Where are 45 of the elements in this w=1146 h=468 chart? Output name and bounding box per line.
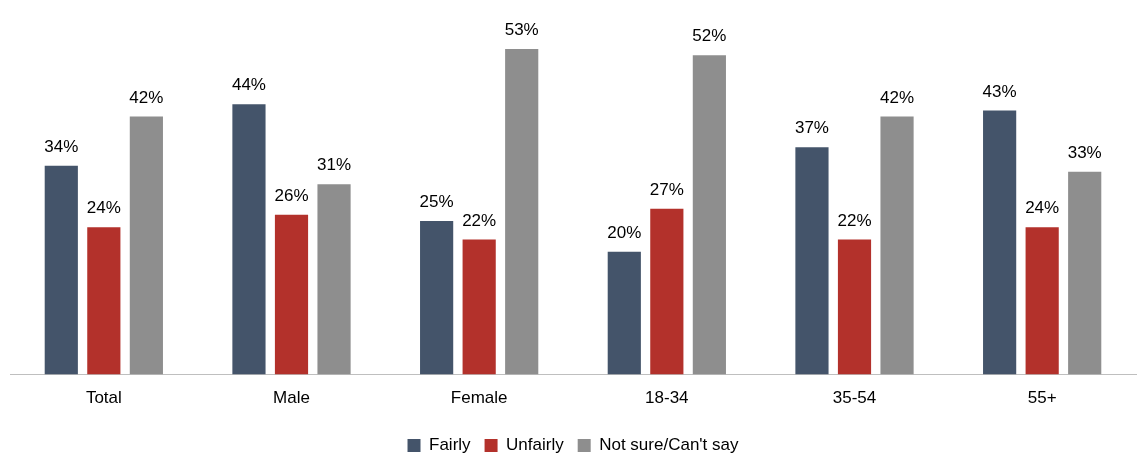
bar (317, 184, 351, 375)
data-label: 42% (129, 87, 164, 107)
bar (650, 208, 684, 375)
bar (87, 227, 121, 375)
data-label: 42% (880, 87, 915, 107)
x-tick-label: Male (273, 388, 310, 408)
legend-label: Not sure/Can't say (599, 435, 739, 455)
bar (880, 116, 914, 375)
bar (462, 239, 496, 375)
data-label: 33% (1067, 143, 1102, 163)
data-label: 26% (274, 186, 309, 206)
data-label: 24% (1025, 198, 1060, 218)
data-label: 43% (982, 81, 1017, 101)
data-label: 20% (607, 222, 642, 242)
x-tick-label: Female (450, 388, 508, 408)
data-label: 37% (794, 118, 829, 138)
bar (983, 110, 1017, 375)
data-label: 25% (419, 192, 454, 212)
bar (420, 221, 454, 375)
x-tick-label: Total (85, 388, 122, 408)
legend-label: Fairly (429, 435, 472, 455)
bar (837, 239, 872, 375)
bar (795, 147, 829, 375)
bar (1025, 227, 1059, 375)
bar (607, 251, 641, 375)
x-tick-label: 55+ (1027, 388, 1057, 408)
data-label: 27% (649, 179, 684, 199)
data-label: 31% (317, 155, 352, 175)
bar (129, 116, 163, 375)
bar (692, 55, 726, 375)
data-label: 52% (692, 26, 727, 46)
legend-label: Unfairly (506, 435, 565, 455)
data-label: 24% (86, 198, 121, 218)
bar (1068, 171, 1102, 375)
bar (232, 104, 266, 375)
bar (44, 165, 78, 375)
x-tick-label: 35-54 (832, 388, 877, 408)
data-label: 34% (44, 136, 79, 156)
bar (274, 214, 309, 375)
x-tick-label: 18-34 (645, 388, 689, 408)
data-label: 53% (504, 20, 539, 40)
data-label: 22% (462, 210, 497, 230)
bar (505, 49, 539, 375)
data-label: 22% (837, 210, 872, 230)
data-label: 44% (231, 75, 266, 95)
